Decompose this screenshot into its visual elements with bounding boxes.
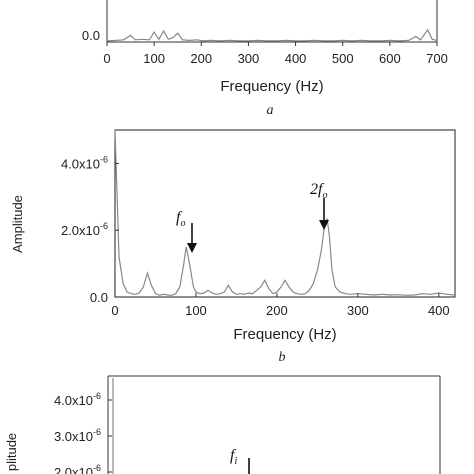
panel-a-x-tick-label: 500 — [332, 51, 354, 66]
panel-a-x-tick-label: 400 — [285, 51, 307, 66]
annotation-fo-arrowhead — [187, 243, 197, 253]
annotation-fo: fo — [176, 209, 185, 229]
panel-b-y-tick-label: 4.0x10-6 — [61, 154, 108, 171]
panel-a-x-axis-title: Frequency (Hz) — [220, 78, 323, 95]
panel-a-x-tick-label: 100 — [143, 51, 165, 66]
panel-a-letter: a — [267, 103, 274, 118]
panel-c-y-tick-label: 4.0x10-6 — [54, 391, 101, 408]
panel-b-x-tick-label: 0 — [111, 303, 118, 318]
panel-c-y-tick-label: 3.0x10-6 — [54, 427, 101, 444]
panel-c-y-axis-title: plitude — [4, 433, 19, 471]
panel-a-x-tick-label: 300 — [238, 51, 260, 66]
panel-b: 0 100 200 300 400 0.0 2.0x10-6 4.0x10-6 Amplit… — [10, 129, 456, 365]
panel-b-x-axis-title: Frequency (Hz) — [233, 326, 336, 343]
panel-c-y-tick-label: 2.0x10-6 — [54, 463, 101, 474]
panel-b-y-tick-label: 0.0 — [90, 290, 108, 305]
panel-b-y-axis-title: Amplitude — [10, 195, 25, 253]
panel-b-series-line — [114, 129, 456, 296]
annotation-2fo: 2fo — [310, 181, 327, 201]
panel-a-series-line — [106, 28, 438, 42]
panel-b-plot-frame — [114, 129, 456, 298]
panel-b-x-tick-label: 200 — [266, 303, 288, 318]
panel-c: 2.0x10-6 3.0x10-6 4.0x10-6 plitude fi — [4, 375, 441, 474]
panel-b-x-tick-label: 100 — [185, 303, 207, 318]
panel-b-x-tick-label: 400 — [428, 303, 450, 318]
panel-a-x-ticks: 0 100 200 300 400 500 600 700 — [103, 42, 448, 66]
annotation-fi: fi — [230, 447, 237, 467]
panel-a-x-tick-label: 700 — [426, 51, 448, 66]
panel-a: 0 100 200 300 400 500 600 700 0.0 Frequency (Hz… — [82, 0, 448, 118]
annotation-2fo-arrowhead — [319, 220, 329, 230]
panel-a-x-tick-label: 600 — [379, 51, 401, 66]
panel-a-x-tick-label: 0 — [103, 51, 110, 66]
panel-a-y-tick-label: 0.0 — [82, 28, 100, 43]
panel-b-x-ticks: 0 100 200 300 400 — [111, 293, 450, 318]
panel-b-y-ticks: 0.0 2.0x10-6 4.0x10-6 — [61, 154, 119, 305]
panel-b-y-tick-label: 2.0x10-6 — [61, 221, 108, 238]
panel-a-x-tick-label: 200 — [190, 51, 212, 66]
panel-c-y-ticks: 2.0x10-6 3.0x10-6 4.0x10-6 — [54, 391, 112, 474]
panel-b-x-tick-label: 300 — [347, 303, 369, 318]
panel-b-letter: b — [279, 350, 286, 365]
